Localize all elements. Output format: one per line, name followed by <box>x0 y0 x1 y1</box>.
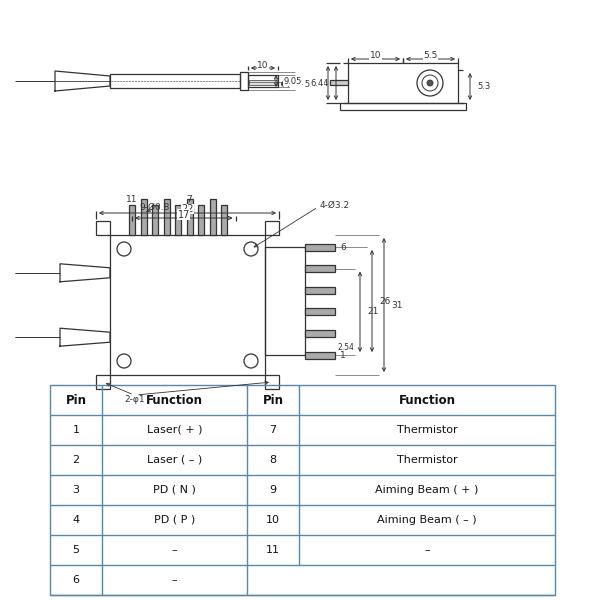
Text: Pin: Pin <box>263 394 284 407</box>
Text: 6: 6 <box>73 575 79 585</box>
Text: 26: 26 <box>379 296 391 305</box>
Text: 5.5: 5.5 <box>424 52 437 61</box>
Text: 4: 4 <box>73 515 80 525</box>
Text: PD ( N ): PD ( N ) <box>153 485 196 495</box>
Bar <box>96 221 110 235</box>
Bar <box>305 308 335 316</box>
Text: 2: 2 <box>73 455 80 465</box>
Text: 5.3: 5.3 <box>477 82 490 91</box>
Text: 6: 6 <box>340 242 346 251</box>
Text: 2-φ1: 2-φ1 <box>125 395 145 403</box>
Text: PD ( P ): PD ( P ) <box>154 515 195 525</box>
Text: Laser ( – ): Laser ( – ) <box>147 455 202 465</box>
Text: Pin: Pin <box>65 394 86 407</box>
Text: 2.54: 2.54 <box>338 343 355 352</box>
Bar <box>305 244 335 251</box>
Text: Aiming Beam ( + ): Aiming Beam ( + ) <box>376 485 479 495</box>
Text: 1.5: 1.5 <box>297 80 310 89</box>
Bar <box>163 199 170 235</box>
Text: 5: 5 <box>73 545 79 555</box>
Text: 6.4: 6.4 <box>290 79 303 88</box>
Text: 9-Ø0.8: 9-Ø0.8 <box>140 202 170 211</box>
Bar <box>50 385 555 595</box>
Text: Thermistor: Thermistor <box>397 455 457 465</box>
Bar <box>305 330 335 337</box>
Text: –: – <box>172 575 178 585</box>
Bar <box>265 247 305 355</box>
Text: Function: Function <box>398 394 455 407</box>
Text: 21: 21 <box>367 307 379 316</box>
Bar <box>305 352 335 358</box>
Text: –: – <box>172 545 178 555</box>
Text: 22: 22 <box>181 204 194 214</box>
Bar <box>140 199 146 235</box>
Bar <box>265 221 279 235</box>
Bar <box>209 199 215 235</box>
Text: 9: 9 <box>269 485 277 495</box>
Circle shape <box>427 80 433 86</box>
Text: 10: 10 <box>370 52 381 61</box>
Text: 6.4: 6.4 <box>311 79 324 88</box>
Text: –: – <box>424 545 430 555</box>
Bar <box>248 75 278 87</box>
Bar <box>187 199 193 235</box>
Bar <box>96 375 110 389</box>
Text: 3: 3 <box>73 485 79 495</box>
Bar <box>249 80 277 85</box>
Bar <box>110 74 240 88</box>
Text: 17: 17 <box>178 209 190 220</box>
Bar <box>152 205 158 235</box>
Text: 9.05: 9.05 <box>283 76 301 85</box>
Text: 1: 1 <box>73 425 79 435</box>
Bar <box>198 205 204 235</box>
Text: 6.4: 6.4 <box>316 79 329 88</box>
Bar <box>240 72 248 90</box>
Bar <box>305 265 335 272</box>
Text: 7: 7 <box>187 194 193 203</box>
Text: Function: Function <box>146 394 203 407</box>
Text: 7: 7 <box>269 425 277 435</box>
Bar <box>330 80 348 85</box>
Text: Aiming Beam ( – ): Aiming Beam ( – ) <box>377 515 477 525</box>
Bar <box>175 205 181 235</box>
Text: 11: 11 <box>126 194 138 203</box>
Bar <box>348 63 458 103</box>
Bar <box>221 205 227 235</box>
Text: 11: 11 <box>266 545 280 555</box>
Bar <box>340 103 466 110</box>
Text: 10: 10 <box>257 61 269 70</box>
Text: 1: 1 <box>340 350 346 359</box>
Bar <box>129 205 135 235</box>
Text: 4-Ø3.2: 4-Ø3.2 <box>320 200 350 209</box>
Text: 8: 8 <box>269 455 277 465</box>
Text: Thermistor: Thermistor <box>397 425 457 435</box>
Text: 31: 31 <box>391 301 403 310</box>
Text: 10: 10 <box>266 515 280 525</box>
Text: Laser( + ): Laser( + ) <box>147 425 202 435</box>
Bar <box>305 287 335 293</box>
Bar <box>265 375 279 389</box>
Bar <box>110 235 265 375</box>
